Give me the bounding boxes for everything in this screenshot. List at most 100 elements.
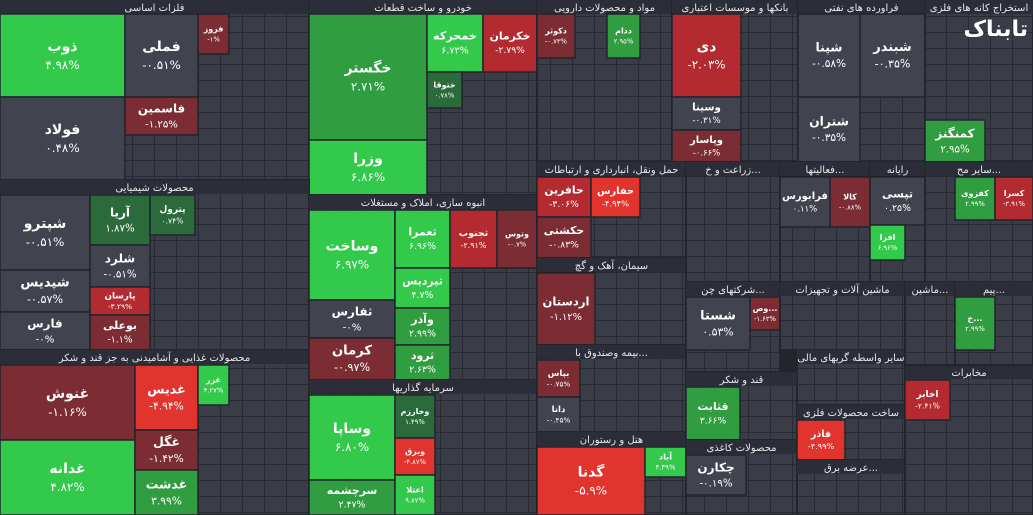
tile (0, 194, 91, 271)
tile (197, 13, 230, 55)
sector-name: محصولات غذایی و آشامیدنی به جز قند و شکر (58, 351, 250, 364)
sector-header (0, 350, 309, 364)
tile-change: -۱.۱۶% (48, 405, 87, 419)
tile (308, 13, 428, 141)
tile-name: ثپردیس (402, 274, 443, 287)
tile-change: -۰.۳۱% (692, 116, 720, 126)
sector-name: فلزات اساسی (125, 3, 185, 14)
tile-name: غدیس (147, 381, 185, 396)
tile-name: بپاس (548, 369, 570, 379)
tile-change: -۳.۰۶% (549, 199, 579, 210)
tile-name: فرابورس (782, 191, 828, 202)
tile (685, 454, 747, 496)
tile (671, 96, 742, 131)
tile-name: فولاد (45, 122, 81, 138)
sector-name: سایر مح... (957, 165, 1001, 176)
tile-change: -۰.۵۷% (27, 293, 63, 306)
tile (869, 224, 906, 261)
sector-header (686, 372, 797, 386)
tile-name: کفزوی (961, 189, 989, 198)
sector-header (537, 162, 686, 176)
sector-name: فراورده های نفتی (824, 3, 898, 14)
tile-change: ۲.۹۵% (614, 38, 634, 46)
tile (0, 13, 126, 98)
tile (671, 129, 742, 163)
tile-change: -۰.۵۱% (142, 58, 181, 72)
sector-header (780, 162, 870, 176)
tile-name: وخارزم (401, 407, 430, 416)
tile (954, 296, 996, 351)
tile-name: شپنا (816, 40, 843, 55)
tile-change: ۲.۹۹% (965, 325, 985, 333)
tile-name: وساپا (333, 421, 371, 437)
tile-change: ۲.۹۹% (965, 200, 985, 208)
tile (134, 469, 199, 515)
tile (124, 13, 199, 98)
tile-name: ختوقا (433, 81, 456, 90)
sector-name: سایر واسطه گریهای مالی (797, 352, 904, 364)
sector-name: محصولات شیمیایی (115, 183, 193, 194)
sector-name: سرمایه گذاریها (392, 382, 454, 394)
tile-change: -۰% (343, 322, 362, 333)
tile-name: حکشتی (544, 224, 584, 237)
tile-name: حافرین (544, 184, 583, 197)
tile-name: پترول (159, 205, 185, 215)
tile-name: اردستان (543, 295, 590, 310)
tile (308, 139, 428, 196)
tile-name: افرا (880, 233, 896, 242)
sector-header (925, 162, 1033, 176)
tile-change: -۱% (207, 36, 220, 44)
tile-change: -۰.۸۳% (549, 240, 579, 251)
sector-header (955, 282, 1033, 296)
sector-name: قند و شکر (719, 375, 764, 386)
tile-name: ذوب (48, 39, 78, 55)
tile (394, 209, 451, 269)
tile-change: ۶.۸۰% (335, 440, 369, 454)
tile-change: ۱.۸۷% (105, 223, 135, 234)
tile-change: -۰.۷۵% (547, 380, 571, 389)
tile (644, 446, 687, 478)
tile (994, 176, 1033, 221)
tile-change: ۰.۱۱% (793, 205, 817, 215)
tile-name: غدانه (49, 461, 85, 477)
tile-change: -۱.۱۲% (550, 312, 582, 323)
tile-name: آباد (659, 452, 672, 462)
tile-change: -۰.۳۵% (875, 58, 911, 71)
tile (0, 364, 136, 441)
tile-change: ۶.۷۳% (441, 45, 468, 56)
tile-name: فاسمین (138, 101, 185, 116)
tile-change: -۴.۹۹% (808, 441, 835, 451)
tile-name: خگستر (344, 60, 392, 77)
tile-name: شپدیس (20, 276, 69, 291)
tile (496, 209, 538, 269)
tile (671, 13, 742, 98)
tile-name: تپسی (882, 187, 913, 200)
tile-name: وآذر (410, 312, 434, 326)
tile-change: -۳.۹۱% (1003, 200, 1026, 208)
sector-name: رایانه (887, 165, 909, 176)
tile-change: -۰.۱۹% (699, 478, 732, 489)
sector-name: استخراج کانه های فلزی (930, 3, 1028, 14)
tile-change: ۲.۹۵% (940, 144, 970, 155)
sector-name: حمل ونقل، انبارداری و ارتباطات (545, 165, 679, 176)
watermark: تابناک (963, 17, 1028, 42)
tile (89, 286, 151, 316)
sector-name: پیم... (983, 285, 1005, 296)
sector-name: زراعت و خ... (705, 165, 760, 176)
tile (394, 437, 436, 476)
sector-name: خودرو و ساخت قطعات (374, 3, 472, 14)
tile-change: ۳.۹۹% (151, 494, 182, 507)
tile-change: -۰.۵۱% (26, 235, 65, 249)
tile (89, 244, 151, 288)
tile-change: ۰.۲۵% (884, 203, 911, 214)
sector (685, 161, 781, 283)
tile (308, 337, 396, 381)
sector-name: عرضه برق... (824, 463, 878, 474)
tile-change: -۵.۹% (575, 483, 607, 497)
sector-name: ماشین... (912, 285, 949, 296)
tile (394, 267, 451, 309)
tile (606, 13, 641, 59)
tile-name: شتران (809, 114, 849, 129)
tile (859, 13, 926, 98)
tile-change: ۳.۶۶% (700, 416, 727, 427)
